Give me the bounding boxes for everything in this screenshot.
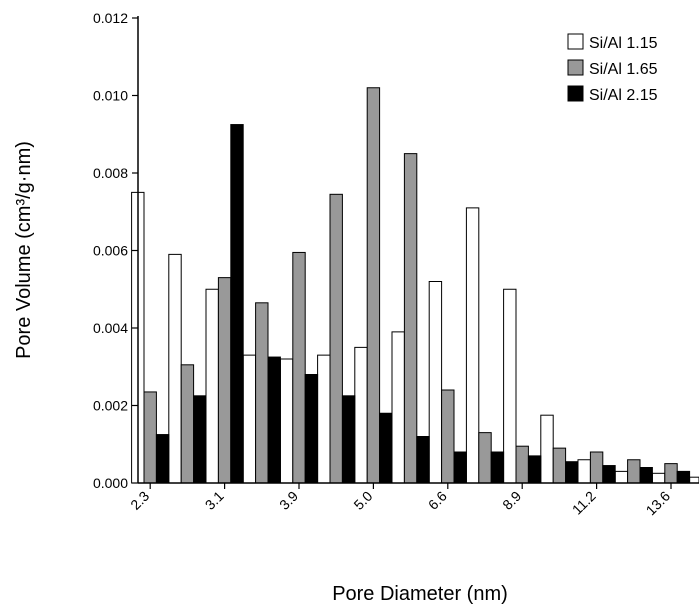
bar-series-3-group-9 [453, 451, 467, 484]
bar-series-3-group-14 [639, 467, 653, 484]
bar-series-1-group-14 [614, 470, 629, 484]
y-tick-label: 0.002 [93, 398, 128, 414]
y-tick-label: 0.012 [93, 10, 128, 26]
bar-series-2-group-11 [515, 445, 529, 484]
bar-series-3-group-5 [304, 374, 319, 484]
bar-series-1-group-6 [317, 354, 331, 484]
x-axis-title: Pore Diameter (nm) [332, 583, 508, 605]
bar-series-2-group-3 [217, 277, 232, 484]
bar-series-3-group-15 [676, 470, 691, 484]
x-tick-label: 2.3 [127, 488, 152, 513]
bar-series-2-group-14 [627, 459, 641, 484]
x-tick-label: 6.6 [425, 488, 450, 513]
bar-series-1-group-13 [577, 459, 591, 484]
bar-series-3-group-6 [341, 395, 356, 484]
x-tick-label: 5.0 [350, 488, 375, 513]
legend: Si/Al 1.15 Si/Al 1.65 Si/Al 2.15 [567, 33, 658, 104]
bar-series-3-group-7 [379, 412, 393, 484]
bar-series-1-group-12 [540, 414, 554, 484]
bar-series-1-group-10 [465, 207, 480, 484]
legend-label-2: Si/Al 1.65 [589, 61, 658, 78]
bar-series-3-group-4 [267, 356, 281, 484]
bar-series-3-group-10 [490, 451, 505, 484]
bar-series-1-group-9 [428, 281, 443, 484]
bar-series-2-group-13 [589, 451, 604, 484]
y-tick-label: 0.008 [93, 165, 128, 181]
bar-series-2-group-7 [366, 87, 381, 484]
bar-series-3-group-12 [565, 461, 579, 484]
y-ticks-group: 0.000 0.002 0.004 0.006 0.008 0.010 0.012 [93, 10, 138, 491]
legend-swatch-1 [567, 33, 584, 50]
bar-series-2-group-4 [255, 302, 269, 484]
bar-series-3-group-8 [416, 436, 430, 484]
bar-series-1-group-16 [689, 476, 699, 484]
bar-series-1-group-11 [503, 288, 517, 484]
bar-series-2-group-1 [143, 391, 157, 484]
bar-series-1-group-4 [242, 354, 257, 484]
bars-group [131, 87, 699, 484]
bar-series-3-group-3 [230, 124, 244, 484]
legend-label-1: Si/Al 1.15 [589, 35, 658, 52]
x-tick-label: 3.1 [202, 488, 227, 513]
bar-series-2-group-15 [664, 463, 678, 484]
y-tick-label: 0.004 [93, 320, 128, 336]
y-tick-label: 0.000 [93, 475, 128, 491]
bar-series-3-group-2 [193, 395, 207, 484]
legend-label-3: Si/Al 2.15 [589, 87, 658, 104]
legend-swatch-3 [567, 85, 584, 102]
bar-series-2-group-8 [403, 153, 418, 484]
bar-series-1-group-8 [391, 331, 405, 484]
bar-series-2-group-2 [180, 364, 195, 484]
bar-series-1-group-5 [279, 358, 294, 484]
bar-series-3-group-11 [527, 455, 542, 484]
bar-series-1-group-15 [651, 472, 666, 484]
bar-series-3-group-1 [155, 434, 170, 484]
y-tick-label: 0.010 [93, 88, 128, 104]
bar-series-2-group-6 [329, 193, 343, 484]
bar-series-2-group-12 [552, 447, 567, 484]
x-tick-label: 3.9 [276, 488, 301, 513]
legend-swatch-2 [567, 59, 584, 76]
bar-series-1-group-3 [205, 288, 219, 484]
bar-series-3-group-13 [602, 465, 616, 484]
y-axis-title: Pore Volume (cm³/g·nm) [13, 141, 35, 359]
bar-series-2-group-9 [441, 389, 455, 484]
bar-series-2-group-5 [292, 251, 306, 484]
bar-series-1-group-2 [168, 253, 182, 484]
bar-series-2-group-10 [478, 432, 492, 484]
x-tick-label: 11.2 [569, 488, 599, 518]
y-tick-label: 0.006 [93, 243, 128, 259]
x-ticks-group: 2.33.13.95.06.68.911.213.618.924.431.440… [127, 483, 674, 519]
bar-series-1-group-7 [354, 346, 368, 484]
x-tick-label: 13.6 [643, 488, 674, 519]
x-tick-label: 8.9 [499, 488, 524, 513]
